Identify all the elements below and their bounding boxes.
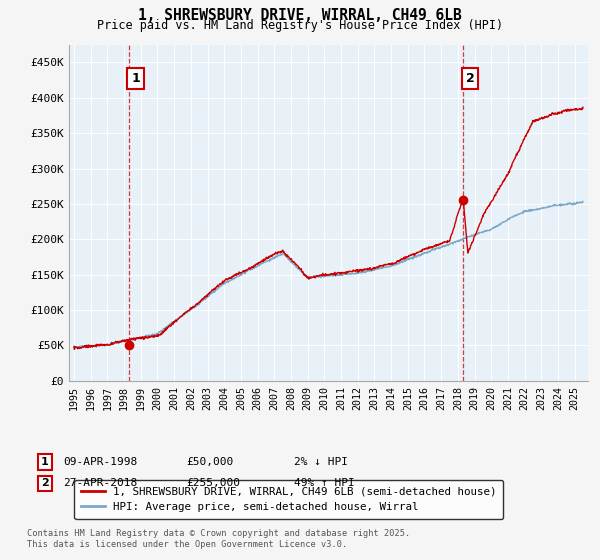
Text: 2% ↓ HPI: 2% ↓ HPI: [294, 457, 348, 467]
Legend: 1, SHREWSBURY DRIVE, WIRRAL, CH49 6LB (semi-detached house), HPI: Average price,: 1, SHREWSBURY DRIVE, WIRRAL, CH49 6LB (s…: [74, 480, 503, 519]
Text: 2: 2: [41, 478, 49, 488]
Text: £50,000: £50,000: [186, 457, 233, 467]
Text: Contains HM Land Registry data © Crown copyright and database right 2025.
This d: Contains HM Land Registry data © Crown c…: [27, 529, 410, 549]
Text: 49% ↑ HPI: 49% ↑ HPI: [294, 478, 355, 488]
Text: Price paid vs. HM Land Registry's House Price Index (HPI): Price paid vs. HM Land Registry's House …: [97, 19, 503, 32]
Text: 1, SHREWSBURY DRIVE, WIRRAL, CH49 6LB: 1, SHREWSBURY DRIVE, WIRRAL, CH49 6LB: [138, 8, 462, 24]
Text: 27-APR-2018: 27-APR-2018: [63, 478, 137, 488]
Text: 09-APR-1998: 09-APR-1998: [63, 457, 137, 467]
Text: 2: 2: [466, 72, 475, 85]
Text: £255,000: £255,000: [186, 478, 240, 488]
Text: 1: 1: [131, 72, 140, 85]
Text: 1: 1: [41, 457, 49, 467]
